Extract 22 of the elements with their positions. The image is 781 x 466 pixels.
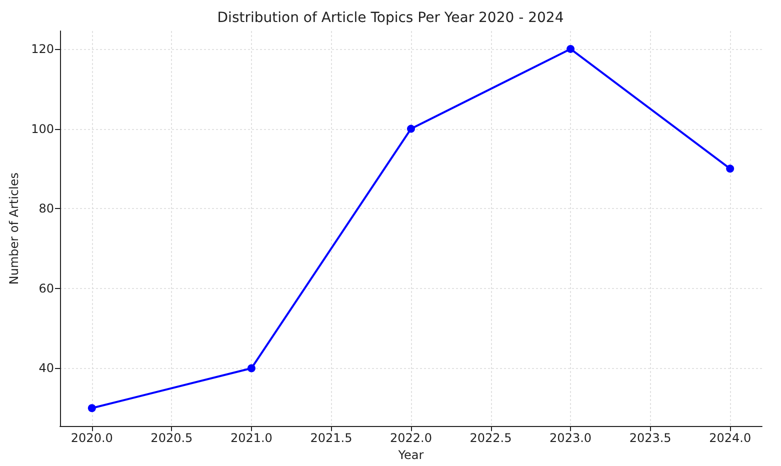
x-tick-label: 2021.5 <box>310 431 352 446</box>
x-tick-label: 2021.0 <box>230 431 272 446</box>
y-tick-label: 80 <box>38 202 54 216</box>
x-axis-title: Year <box>397 448 424 462</box>
point <box>407 124 415 133</box>
y-tick-label: 120 <box>31 42 54 56</box>
chart-title: Distribution of Article Topics Per Year 2020 - 2024 <box>217 10 564 26</box>
point <box>247 364 256 372</box>
x-tick-label: 2023.0 <box>550 431 592 446</box>
x-tick-label: 2020.5 <box>150 431 193 446</box>
point <box>566 44 575 53</box>
point <box>88 404 96 412</box>
x-tick-label: 2023.5 <box>629 431 672 446</box>
point <box>726 164 734 173</box>
x-tick-label: 2022.0 <box>390 431 432 446</box>
y-tick-label: 60 <box>38 281 54 296</box>
y-tick-label: 40 <box>38 361 54 376</box>
x-tick-label: 2020.0 <box>70 431 113 446</box>
x-tick-label: 2024.0 <box>709 431 752 446</box>
y-tick-label: 100 <box>31 122 54 136</box>
y-axis-title: Number of Articles <box>7 172 22 285</box>
x-tick-label: 2022.5 <box>470 431 512 446</box>
